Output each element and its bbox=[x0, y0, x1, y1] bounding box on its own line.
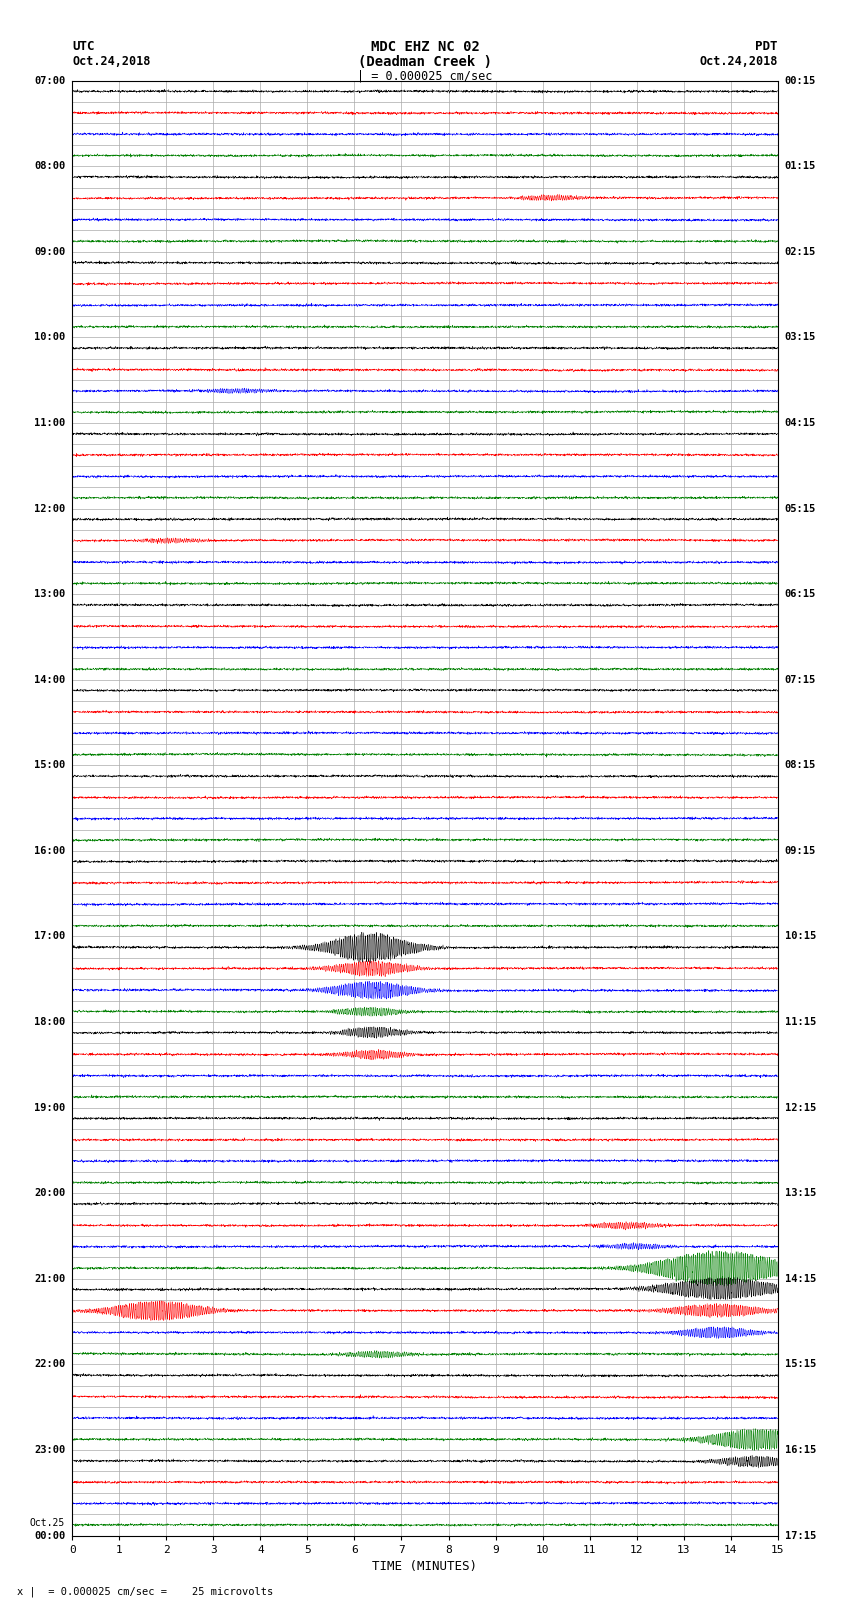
Text: 03:15: 03:15 bbox=[785, 332, 816, 342]
Text: 00:00: 00:00 bbox=[34, 1531, 65, 1540]
Text: 12:00: 12:00 bbox=[34, 503, 65, 513]
Text: Oct.24,2018: Oct.24,2018 bbox=[700, 55, 778, 68]
Text: 05:15: 05:15 bbox=[785, 503, 816, 513]
Text: 08:00: 08:00 bbox=[34, 161, 65, 171]
X-axis label: TIME (MINUTES): TIME (MINUTES) bbox=[372, 1560, 478, 1573]
Text: 14:15: 14:15 bbox=[785, 1274, 816, 1284]
Text: 15:15: 15:15 bbox=[785, 1360, 816, 1369]
Text: 19:00: 19:00 bbox=[34, 1103, 65, 1113]
Text: 17:00: 17:00 bbox=[34, 931, 65, 942]
Text: 12:15: 12:15 bbox=[785, 1103, 816, 1113]
Text: UTC: UTC bbox=[72, 40, 94, 53]
Text: Oct.25: Oct.25 bbox=[30, 1518, 65, 1528]
Text: 15:00: 15:00 bbox=[34, 760, 65, 771]
Text: 09:15: 09:15 bbox=[785, 845, 816, 857]
Text: Oct.24,2018: Oct.24,2018 bbox=[72, 55, 150, 68]
Text: 13:00: 13:00 bbox=[34, 589, 65, 598]
Text: 04:15: 04:15 bbox=[785, 418, 816, 427]
Text: 14:00: 14:00 bbox=[34, 674, 65, 686]
Text: PDT: PDT bbox=[756, 40, 778, 53]
Text: 06:15: 06:15 bbox=[785, 589, 816, 598]
Text: 16:15: 16:15 bbox=[785, 1445, 816, 1455]
Text: 07:00: 07:00 bbox=[34, 76, 65, 85]
Text: 11:00: 11:00 bbox=[34, 418, 65, 427]
Text: 09:00: 09:00 bbox=[34, 247, 65, 256]
Text: x |  = 0.000025 cm/sec =    25 microvolts: x | = 0.000025 cm/sec = 25 microvolts bbox=[17, 1586, 273, 1597]
Text: 02:15: 02:15 bbox=[785, 247, 816, 256]
Text: 10:15: 10:15 bbox=[785, 931, 816, 942]
Text: 07:15: 07:15 bbox=[785, 674, 816, 686]
Text: 22:00: 22:00 bbox=[34, 1360, 65, 1369]
Text: 17:15: 17:15 bbox=[785, 1531, 816, 1540]
Text: 23:00: 23:00 bbox=[34, 1445, 65, 1455]
Text: 21:00: 21:00 bbox=[34, 1274, 65, 1284]
Text: 13:15: 13:15 bbox=[785, 1189, 816, 1198]
Text: 10:00: 10:00 bbox=[34, 332, 65, 342]
Text: 00:15: 00:15 bbox=[785, 76, 816, 85]
Text: (Deadman Creek ): (Deadman Creek ) bbox=[358, 55, 492, 69]
Text: 20:00: 20:00 bbox=[34, 1189, 65, 1198]
Text: 16:00: 16:00 bbox=[34, 845, 65, 857]
Text: MDC EHZ NC 02: MDC EHZ NC 02 bbox=[371, 40, 479, 55]
Text: 11:15: 11:15 bbox=[785, 1018, 816, 1027]
Text: 08:15: 08:15 bbox=[785, 760, 816, 771]
Text: | = 0.000025 cm/sec: | = 0.000025 cm/sec bbox=[357, 69, 493, 82]
Text: 18:00: 18:00 bbox=[34, 1018, 65, 1027]
Text: 01:15: 01:15 bbox=[785, 161, 816, 171]
